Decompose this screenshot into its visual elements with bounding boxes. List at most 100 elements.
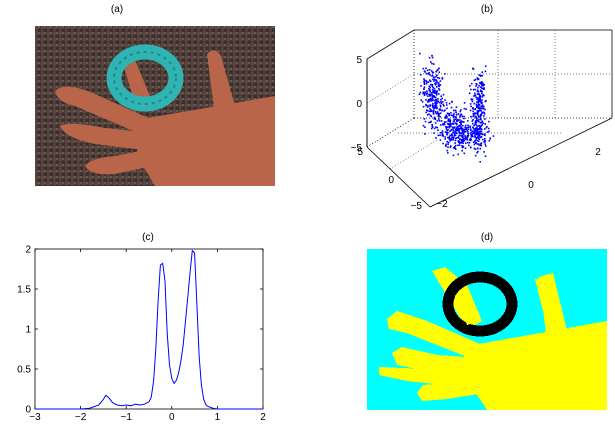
panel-d-title: (d)	[480, 232, 494, 243]
scatter-point	[469, 85, 471, 87]
scatter-point	[474, 139, 476, 142]
x-tick-label: −3	[29, 412, 41, 423]
scatter-point	[475, 136, 478, 139]
scatter-point	[434, 104, 436, 107]
scatter-point	[483, 107, 485, 110]
scatter-point	[476, 143, 479, 145]
scatter-point	[439, 139, 442, 141]
scatter-point	[432, 91, 434, 94]
scatter-point	[421, 101, 424, 103]
scatter-point	[422, 92, 424, 95]
scatter-point	[477, 113, 479, 116]
scatter-point	[477, 99, 480, 102]
scatter-point	[466, 141, 469, 144]
scatter-point	[429, 121, 432, 124]
scatter-point	[426, 109, 428, 111]
scatter-point	[437, 134, 440, 137]
segment-ring	[442, 271, 518, 337]
scatter-point	[454, 139, 457, 142]
scatter-point	[427, 101, 429, 103]
scatter-point	[434, 103, 437, 105]
scatter-point	[477, 136, 479, 139]
y-tick-label: 0	[25, 405, 31, 416]
scatter-point	[440, 100, 442, 103]
scatter-point	[479, 82, 482, 85]
scatter-point	[438, 71, 441, 74]
scatter-point	[483, 112, 485, 114]
scatter-point	[478, 107, 481, 110]
scatter-point	[482, 133, 484, 136]
scatter-point	[441, 133, 444, 136]
panel-d-image	[367, 249, 607, 410]
scatter-point	[453, 146, 456, 149]
scatter-point	[439, 115, 441, 118]
scatter-point	[462, 132, 464, 135]
scatter-point	[428, 89, 431, 92]
hand-with-ring-photo-icon	[35, 26, 275, 186]
scatter-point	[480, 132, 482, 135]
scatter-point	[482, 84, 485, 87]
scatter-point	[480, 135, 483, 138]
scatter-point	[439, 134, 441, 136]
scatter-point	[431, 89, 434, 91]
scatter-point	[480, 110, 482, 112]
scatter-point	[462, 138, 464, 141]
scatter-point	[477, 150, 479, 153]
scatter-point	[478, 85, 480, 87]
scatter-point	[424, 133, 426, 135]
scatter-point	[471, 100, 474, 103]
scatter-point	[444, 136, 446, 138]
scatter-point	[479, 81, 481, 84]
scatter-point	[460, 120, 463, 122]
scatter-point	[482, 87, 484, 90]
scatter-point	[474, 131, 477, 133]
scatter-point	[483, 113, 486, 115]
scatter-point	[466, 136, 469, 138]
scatter-point	[446, 149, 449, 152]
scatter-point	[420, 85, 422, 87]
scatter-point	[436, 100, 439, 102]
scatter-point	[436, 119, 439, 122]
scatter-point	[465, 127, 468, 129]
scatter-point	[468, 92, 471, 95]
scatter-point	[482, 138, 484, 141]
scatter-point	[457, 144, 459, 147]
scatter-point	[426, 90, 428, 92]
scatter-point	[433, 91, 436, 94]
scatter-point	[455, 122, 458, 125]
scatter-point	[484, 100, 487, 103]
hand-shape	[55, 50, 275, 186]
scatter-point	[435, 75, 437, 78]
scatter-point	[472, 113, 475, 115]
scatter-point	[454, 118, 456, 121]
scatter-point	[474, 154, 477, 157]
scatter-point	[430, 94, 432, 96]
scatter-point	[422, 67, 425, 70]
y-tick-label: 2	[25, 245, 31, 256]
scatter-point	[441, 109, 443, 112]
scatter-point	[444, 116, 446, 119]
scatter-point	[446, 129, 448, 132]
scatter-point	[454, 116, 457, 118]
scatter-point	[477, 101, 480, 104]
z-tick-label: 0	[356, 99, 362, 110]
scatter-point	[463, 130, 465, 132]
scatter-point	[457, 126, 459, 128]
scatter-point	[481, 83, 483, 86]
scatter-point	[462, 145, 465, 148]
scatter-point	[435, 94, 438, 96]
scatter-point	[458, 125, 460, 128]
scatter-point	[477, 105, 479, 107]
scatter-point	[450, 125, 452, 128]
scatter-point	[477, 86, 479, 89]
scatter-point	[477, 134, 480, 137]
scatter-point	[455, 106, 458, 108]
scatter-point	[455, 123, 458, 126]
scatter-point	[435, 79, 437, 81]
z-tick-label: −5	[351, 143, 363, 154]
scatter-point	[447, 120, 449, 122]
scatter-point	[476, 130, 479, 132]
scatter-point	[428, 87, 430, 90]
scatter-point	[442, 93, 445, 96]
scatter-point	[458, 128, 461, 131]
